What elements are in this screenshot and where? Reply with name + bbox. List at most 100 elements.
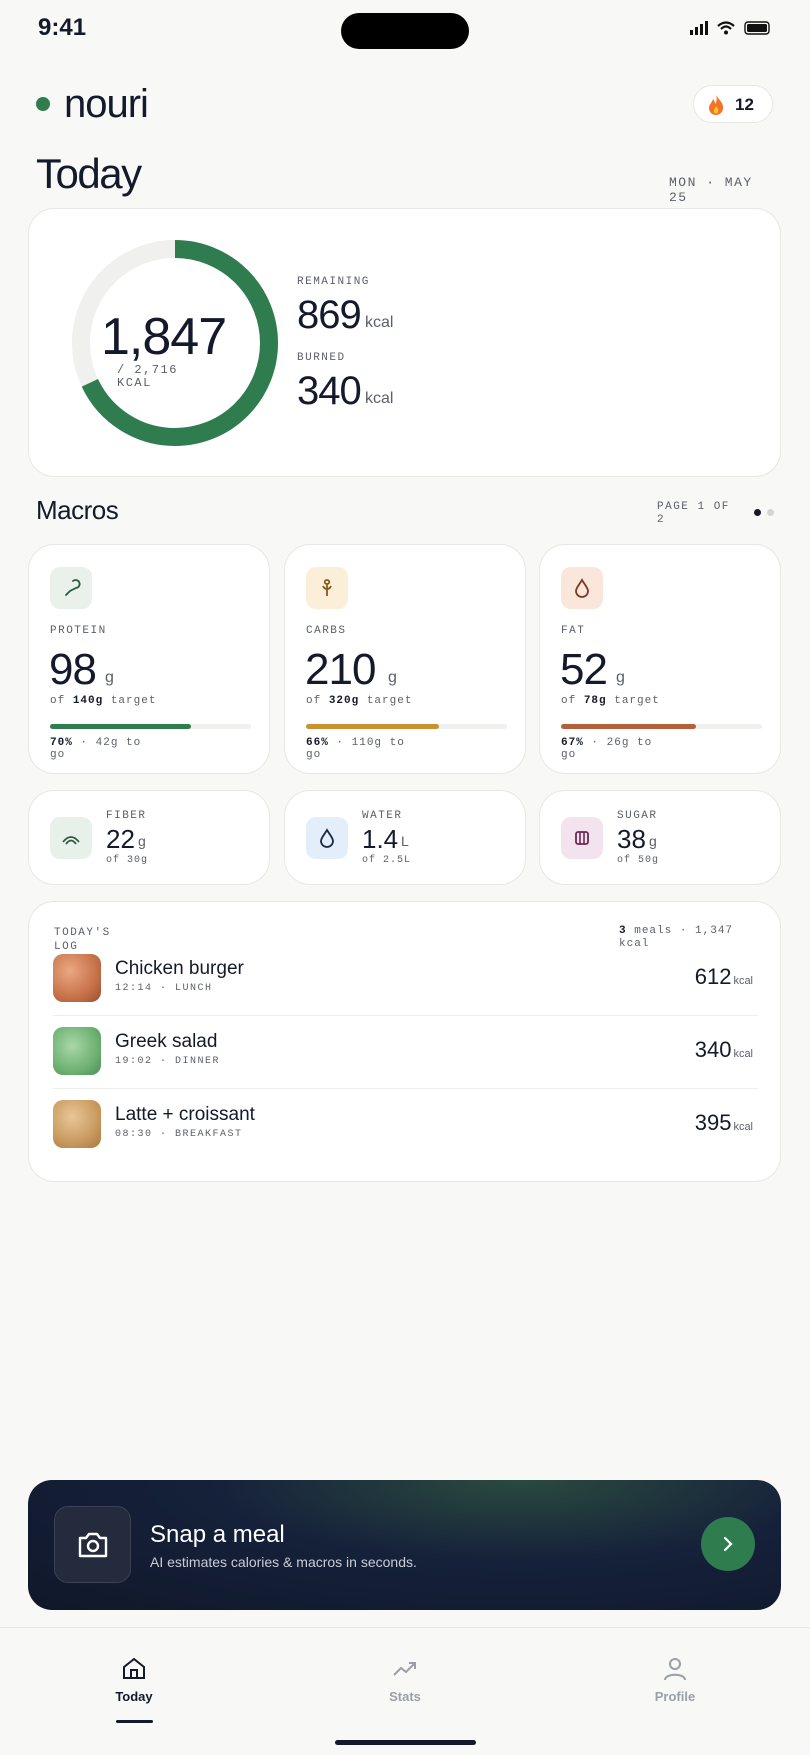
snap-cta[interactable]: Snap a meal AI estimates calories & macr… [28, 1480, 781, 1610]
icon-glyph [575, 831, 589, 845]
meal-time: 12:14 · LUNCH [115, 983, 213, 994]
target-amount: 78g [583, 695, 607, 707]
progress-fill [561, 724, 696, 729]
tab-label: Today [115, 1689, 153, 1704]
macro-unit: g [105, 669, 114, 686]
burned-label: BURNED [297, 352, 346, 364]
macro-icon [50, 817, 92, 859]
page-title: Today [36, 150, 142, 197]
minor-label: SUGAR [617, 810, 658, 822]
camera-icon [78, 1532, 108, 1558]
macro-value: 210 [305, 645, 376, 694]
target-suffix: target [366, 695, 413, 707]
unit: KCAL [117, 376, 152, 390]
consumed: 1,847 [101, 308, 227, 366]
percent: 67% [561, 737, 584, 749]
minor-unit: g [649, 833, 657, 849]
remaining: 869 [297, 293, 362, 337]
progress-fill [50, 724, 191, 729]
minor-unit: L [401, 833, 409, 849]
macro-unit: g [616, 669, 625, 686]
minor-target: of 50g [617, 855, 660, 866]
status-icons [690, 21, 770, 35]
meal-thumb [53, 1100, 101, 1148]
target-prefix: of [306, 695, 322, 707]
macro-icon [561, 817, 603, 859]
page-dot[interactable] [754, 509, 761, 516]
row-divider [53, 1015, 758, 1016]
target-prefix: of [561, 695, 577, 707]
meal-count: 3 [619, 925, 627, 937]
target-amount: 320g [328, 695, 360, 707]
tab-glyph [393, 1662, 416, 1676]
log-title: TODAY'S LOG [54, 927, 111, 953]
camera-button[interactable] [54, 1506, 131, 1583]
tab[interactable]: Profile [625, 1655, 725, 1710]
dynamic-island [341, 13, 469, 49]
macro-icon [561, 567, 603, 609]
target: / 2,716 [117, 363, 178, 377]
streak-pill[interactable]: 12 [693, 85, 773, 123]
macro-label: PROTEIN [50, 625, 107, 637]
tab-underline [116, 1720, 153, 1723]
tab[interactable]: Today [84, 1655, 184, 1710]
target-suffix: target [110, 695, 157, 707]
page-dot[interactable] [767, 509, 774, 516]
meal-kcal: 340 kcal [695, 1037, 753, 1063]
macro-value: 52 [560, 645, 608, 694]
minor-label: FIBER [106, 810, 147, 822]
kcal-value: 612 [694, 964, 732, 989]
date: MON · MAY 25 [669, 175, 753, 205]
percent: 70% [50, 737, 73, 749]
icon-glyph [322, 579, 332, 596]
tab-glyph [664, 1658, 686, 1681]
percent: 66% [306, 737, 329, 749]
flame-icon [709, 95, 724, 115]
tab-label: Profile [654, 1689, 696, 1704]
status-time: 9:41 [38, 14, 87, 41]
macro-icon [306, 817, 348, 859]
kcal-unit: kcal [733, 975, 753, 987]
meal-row[interactable]: Latte + croissant 08:30 · BREAKFAST 395 kca… [53, 1100, 758, 1150]
minor-unit: g [138, 833, 146, 849]
icon-glyph [62, 836, 80, 845]
kcal-unit: kcal [733, 1048, 753, 1060]
remaining: · 110g to go [306, 737, 405, 761]
macro-card[interactable]: PROTEIN 98 g of 140g target 70% · 42g to go [28, 544, 270, 774]
minor-card[interactable]: FIBER 22 g of 30g [28, 790, 270, 885]
target-amount: 140g [72, 695, 104, 707]
ring-progress [72, 240, 278, 446]
calorie-card: 1,847 / 2,716 KCAL REMAINING 869 kcal BU… [28, 208, 781, 477]
icon-glyph [320, 828, 334, 848]
macro-target: of 78g target [561, 695, 660, 707]
burned: 340 [297, 369, 362, 413]
tab-icon [661, 1655, 689, 1683]
minor-label: WATER [362, 810, 403, 822]
macro-label: CARBS [306, 625, 347, 637]
progress-fill [306, 724, 439, 729]
meal-summary: meals · 1,347 kcal [619, 925, 734, 950]
cta-subtitle: AI estimates calories & macros in second… [150, 1554, 417, 1570]
macro-unit: g [388, 669, 397, 686]
target-suffix: target [614, 695, 660, 707]
cta-go[interactable] [701, 1517, 755, 1571]
remaining-label: REMAINING [297, 276, 370, 288]
tab[interactable]: Stats [355, 1655, 455, 1710]
remaining: · 42g to go [50, 737, 142, 761]
macro-card[interactable]: FAT 52 g of 78g target 67% · 26g to go [539, 544, 781, 774]
meal-row[interactable]: Chicken burger 12:14 · LUNCH 612 kcal [53, 954, 758, 1004]
calorie-ring [72, 240, 278, 446]
log-card: TODAY'S LOG 3 meals · 1,347 kcal Chicken… [28, 901, 781, 1182]
meal-row[interactable]: Greek salad 19:02 · DINNER 340 kcal [53, 1027, 758, 1077]
meal-name: Greek salad [115, 1031, 218, 1052]
minor-value: 1.4 [362, 824, 399, 854]
minor-target: of 30g [106, 855, 149, 866]
macro-card[interactable]: CARBS 210 g of 320g target 66% · 110g to go [284, 544, 526, 774]
chevron [723, 1536, 733, 1552]
meal-kcal: 612 kcal [695, 964, 753, 990]
minor-card[interactable]: SUGAR 38 g of 50g [539, 790, 781, 885]
log-summary: 3 meals · 1,347 kcal [619, 925, 759, 951]
meal-thumb [53, 1027, 101, 1075]
